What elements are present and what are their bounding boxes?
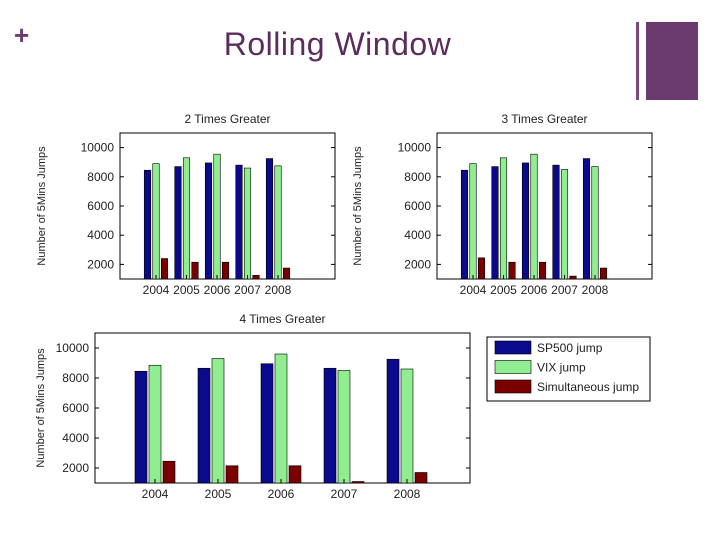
y-tick-label: 4000 xyxy=(404,228,431,242)
bar-simultaneous-jump-2004 xyxy=(477,257,486,280)
bar-sp500-jump-2008 xyxy=(386,358,400,484)
x-tick-label: 2008 xyxy=(394,487,421,501)
bar-sp500-jump-2004 xyxy=(460,169,469,280)
bar-vix-jump-2006 xyxy=(530,153,538,280)
x-tick-label: 2004 xyxy=(142,487,169,501)
x-tick-label: 2008 xyxy=(265,283,292,297)
bar-sp500-jump-2006 xyxy=(260,363,274,484)
legend-swatch-1 xyxy=(494,340,532,355)
bar-vix-jump-2007 xyxy=(337,370,351,484)
plot-area xyxy=(436,132,653,280)
decorative-line xyxy=(636,22,639,100)
bar-simultaneous-jump-2004 xyxy=(160,258,169,280)
chart-title: 2 Times Greater xyxy=(184,112,270,126)
bar-vix-jump-2006 xyxy=(274,353,288,484)
legend-label-3: Simultaneous jump xyxy=(537,380,639,394)
bar-sp500-jump-2006 xyxy=(521,162,530,280)
chart-2: 2000 4000 6000 8000 10000 2004 2005 2006 2007 200… xyxy=(352,112,653,297)
bar-simultaneous-jump-2007 xyxy=(569,275,577,280)
bar-simultaneous-jump-2007 xyxy=(252,275,260,280)
y-tick-label: 6000 xyxy=(404,199,431,213)
plus-symbol: + xyxy=(14,20,30,50)
bar-sp500-jump-2004 xyxy=(143,169,152,280)
bar-sp500-jump-2008 xyxy=(265,158,274,280)
x-tick-label: 2005 xyxy=(173,283,200,297)
x-tick-label: 2005 xyxy=(490,283,517,297)
bar-vix-jump-2004 xyxy=(148,364,162,484)
y-tick-label: 2000 xyxy=(87,257,114,271)
x-tick-label: 2004 xyxy=(460,283,487,297)
bar-simultaneous-jump-2005 xyxy=(225,465,239,484)
bar-sp500-jump-2005 xyxy=(491,166,499,280)
bar-sp500-jump-2005 xyxy=(174,166,182,280)
x-tick-label: 2007 xyxy=(234,283,261,297)
bar-simultaneous-jump-2008 xyxy=(414,472,428,484)
legend-label-1: SP500 jump xyxy=(537,341,603,355)
decorative-square xyxy=(646,22,698,100)
x-tick-label: 2007 xyxy=(331,487,358,501)
chart-title: 4 Times Greater xyxy=(239,312,325,326)
legend-swatch-3 xyxy=(494,379,532,394)
y-tick-label: 10000 xyxy=(398,141,432,155)
chart-1: 2000 4000 6000 8000 10000 2004 2005 2006 2007 200… xyxy=(36,112,336,297)
y-tick-label: 6000 xyxy=(87,199,114,213)
bar-sp500-jump-2007 xyxy=(323,367,337,484)
x-tick-label: 2006 xyxy=(521,283,548,297)
y-tick-label: 4000 xyxy=(62,431,89,445)
legend-label-2: VIX jump xyxy=(537,361,586,375)
bar-sp500-jump-2005 xyxy=(197,367,211,484)
legend: SP500 jump VIX jump Simultaneous jump xyxy=(486,336,651,402)
bar-simultaneous-jump-2008 xyxy=(282,267,291,280)
bar-vix-jump-2004 xyxy=(469,163,477,280)
bar-simultaneous-jump-2007 xyxy=(351,481,365,484)
y-tick-label: 8000 xyxy=(62,371,89,385)
x-tick-label: 2004 xyxy=(143,283,170,297)
y-tick-label: 10000 xyxy=(81,141,115,155)
bar-vix-jump-2007 xyxy=(243,167,252,280)
chart-3: 2000 4000 6000 8000 10000 2004 2005 2006 2007 200… xyxy=(35,312,471,501)
y-tick-label: 10000 xyxy=(56,341,90,355)
bar-vix-jump-2004 xyxy=(152,163,160,280)
y-tick-label: 6000 xyxy=(62,401,89,415)
chart-title: 3 Times Greater xyxy=(501,112,587,126)
bar-simultaneous-jump-2006 xyxy=(538,261,547,280)
bar-simultaneous-jump-2004 xyxy=(162,460,176,484)
bar-vix-jump-2008 xyxy=(400,368,414,484)
bar-vix-jump-2007 xyxy=(560,169,569,280)
bar-sp500-jump-2008 xyxy=(582,158,591,280)
x-tick-label: 2006 xyxy=(268,487,295,501)
y-axis-label: Number of 5Mins Jumps xyxy=(352,146,364,266)
bar-sp500-jump-2004 xyxy=(134,370,148,484)
legend-swatch-2 xyxy=(494,360,532,374)
x-tick-label: 2005 xyxy=(205,487,232,501)
y-tick-label: 8000 xyxy=(87,170,114,184)
slide-title: Rolling Window xyxy=(223,26,452,62)
y-axis-label: Number of 5Mins Jumps xyxy=(36,146,48,266)
bar-simultaneous-jump-2008 xyxy=(599,267,608,280)
x-tick-label: 2008 xyxy=(582,283,609,297)
bar-sp500-jump-2006 xyxy=(204,162,213,280)
y-tick-label: 2000 xyxy=(404,257,431,271)
bar-vix-jump-2008 xyxy=(274,165,282,280)
bar-simultaneous-jump-2005 xyxy=(191,261,199,280)
y-tick-label: 8000 xyxy=(404,170,431,184)
y-axis-label: Number of 5Mins Jumps xyxy=(35,348,47,468)
bar-simultaneous-jump-2006 xyxy=(288,465,302,484)
bar-simultaneous-jump-2005 xyxy=(508,261,516,280)
bar-sp500-jump-2007 xyxy=(235,164,243,280)
bar-vix-jump-2005 xyxy=(182,157,191,280)
bar-sp500-jump-2007 xyxy=(552,164,560,280)
x-tick-label: 2006 xyxy=(204,283,231,297)
plot-area xyxy=(119,132,336,280)
x-tick-label: 2007 xyxy=(551,283,578,297)
bar-vix-jump-2006 xyxy=(213,153,221,280)
bar-vix-jump-2005 xyxy=(211,358,225,484)
y-tick-label: 2000 xyxy=(62,461,89,475)
y-tick-label: 4000 xyxy=(87,228,114,242)
bar-simultaneous-jump-2006 xyxy=(221,261,230,280)
bar-vix-jump-2005 xyxy=(499,157,508,280)
bar-vix-jump-2008 xyxy=(591,166,599,280)
